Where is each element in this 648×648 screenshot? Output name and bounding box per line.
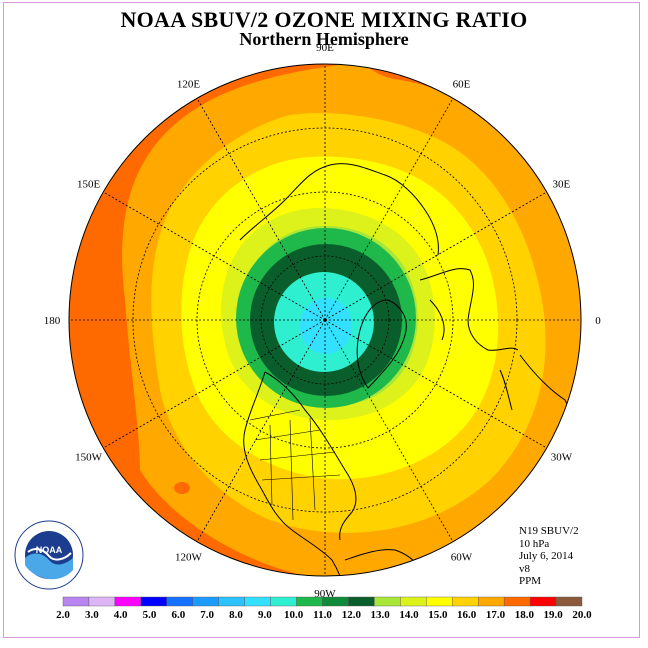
colorbar-tick-label: 8.0 [229,609,243,621]
meridian-line [103,319,326,449]
colorbar-swatch [503,596,531,607]
meridian-line [196,319,326,542]
meridian-line [324,319,547,449]
map-info: N19 SBUV/2 10 hPa July 6, 2014 v8 PPM [519,525,579,588]
colorbar-swatch [114,596,142,607]
image-frame [3,2,640,638]
colorbar-tick-label: 7.0 [200,609,214,621]
version-label: v8 [519,562,530,575]
meridian-line [324,98,454,321]
colorbar-swatch [452,596,479,607]
colorbar-swatch [166,596,193,607]
meridian-line [324,319,454,542]
longitude-label: 0 [595,315,601,327]
meridian-line [103,191,326,321]
noaa-logo: NOAA [14,520,84,590]
longitude-label: 60W [451,551,473,563]
longitude-label: 90E [316,42,334,54]
pressure-level: 10 hPa [519,537,550,550]
colorbar-swatch [218,596,245,607]
map-title: NOAA SBUV/2 OZONE MIXING RATIO [120,7,528,32]
colorbar-tick-label: 15.0 [428,609,448,621]
field-blob [174,482,190,494]
longitude-label: 30W [551,452,573,464]
colorbar-tick-label: 12.0 [342,609,362,621]
colorbar-tick-label: 14.0 [399,609,419,621]
longitude-label: 120E [177,79,201,91]
colorbar-swatch [192,596,219,607]
noaa-logo-text: NOAA [36,545,63,555]
map-boundary [68,63,582,577]
colorbar-swatch [140,596,168,607]
colorbar-swatches [62,596,583,607]
longitude-label: 60E [453,79,471,91]
colorbar-tick-label: 3.0 [85,609,99,621]
colorbar-swatch [426,596,453,607]
colorbar-swatch [62,596,90,607]
colorbar-tick-label: 5.0 [143,609,157,621]
instrument-label: N19 SBUV/2 [519,525,579,537]
date-label: July 6, 2014 [519,550,574,563]
colorbar-tick-label: 20.0 [572,609,592,621]
meridian-line [324,191,547,321]
colorbar-tick-label: 16.0 [457,609,477,621]
colorbar-tick-label: 9.0 [258,609,272,621]
colorbar-swatch [348,596,375,607]
meridians [69,64,581,576]
colorbar-swatch [478,596,505,607]
colorbar-tick-label: 11.0 [313,609,332,621]
colorbar-swatch [270,596,297,607]
colorbar-tick-labels: 2.0 3.0 4.0 5.0 6.0 7.0 8.0 9.0 10.0 11.0 12.0 13.0… [56,609,592,621]
colorbar-tick-label: 4.0 [114,609,128,621]
colorbar-tick-label: 18.0 [515,609,535,621]
colorbar-tick-label: 6.0 [171,609,185,621]
colorbar-tick-label: 13.0 [371,609,391,621]
colorbar-swatch [529,596,557,607]
colorbar-swatch [244,596,271,607]
colorbar-swatch [374,596,401,607]
colorbar-swatch [400,596,427,607]
colorbar-tick-label: 2.0 [56,609,70,621]
colorbar-tick-label: 19.0 [544,609,564,621]
longitude-label: 150W [75,452,103,464]
longitude-label: 30E [553,179,571,191]
colorbar-swatch [88,596,116,607]
colorbar-tick-label: 17.0 [486,609,506,621]
colorbar-swatch [555,596,583,607]
map-subtitle: Northern Hemisphere [239,29,409,49]
colorbar-tick-label: 10.0 [284,609,304,621]
colorbar-swatch [296,596,323,607]
colorbar-swatch [322,596,349,607]
units-label: PPM [519,575,542,588]
longitude-label: 120W [175,551,203,563]
longitude-label: 150E [77,179,101,191]
ozone-field [69,64,581,576]
longitude-label: 180 [44,315,61,327]
meridian-line [196,98,326,321]
